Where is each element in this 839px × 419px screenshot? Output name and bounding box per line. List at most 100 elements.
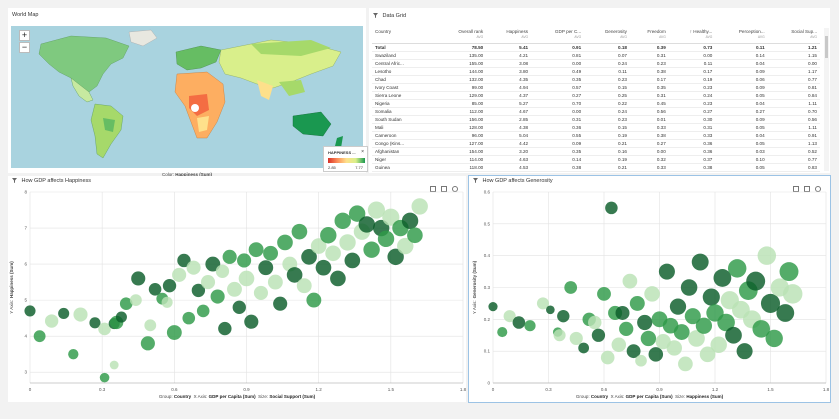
scatter-point[interactable] [334, 212, 351, 230]
scatter-point[interactable] [177, 253, 191, 268]
scatter-point[interactable] [218, 321, 232, 336]
scatter-point[interactable] [746, 271, 766, 291]
scatter-point[interactable] [363, 241, 380, 258]
table-row[interactable]: Somalia 112.00 4.67 0.00 0.24 0.56 0.27 0.27 0.7… [372, 107, 820, 116]
scatter-point[interactable] [658, 263, 675, 280]
column-header[interactable]: Generosity AVG [584, 27, 630, 44]
scatter-point[interactable] [757, 246, 777, 265]
column-header[interactable]: ↑ Healthy... AVG [668, 27, 716, 44]
scatter-point[interactable] [320, 227, 337, 244]
scatter-point[interactable] [24, 305, 36, 317]
scatter-point[interactable] [644, 286, 660, 302]
scatter-point[interactable] [166, 325, 182, 340]
scatter-point[interactable] [557, 309, 570, 323]
table-row[interactable]: Central Afric... 155.00 3.08 0.00 0.24 0.23 0.… [372, 59, 820, 68]
refresh-icon[interactable] [815, 186, 821, 192]
filter-icon[interactable] [12, 178, 17, 183]
scatter-point[interactable] [760, 293, 781, 313]
scatter-point[interactable] [411, 198, 428, 215]
scrollbar-thumb[interactable] [825, 36, 828, 58]
world-map[interactable]: + − Leaflet | © Op [11, 26, 363, 168]
scatter-point[interactable] [205, 256, 221, 272]
scatter-point[interactable] [33, 330, 46, 343]
scatter-point[interactable] [277, 234, 293, 251]
scatter-point[interactable] [263, 245, 278, 261]
scatter-point[interactable] [655, 334, 671, 350]
scatter-point[interactable] [161, 296, 173, 308]
scatter-point[interactable] [695, 317, 713, 334]
scatter-point[interactable] [497, 327, 508, 338]
table-row[interactable]: Afghanistan 154.00 3.20 0.35 0.16 0.00 0.36 0.0… [372, 147, 820, 156]
scatter-point[interactable] [144, 319, 157, 332]
export-icon[interactable] [793, 186, 799, 192]
gdp-happiness-scatter[interactable]: 0 0.3 0.6 0.9 1.2 1.5 1.8 3 4 5 6 7 8 Y Axis: Happines… [8, 176, 466, 402]
scatter-point[interactable] [162, 279, 177, 293]
scatter-point[interactable] [765, 329, 783, 348]
scatter-point[interactable] [358, 216, 375, 233]
expand-icon[interactable] [441, 186, 447, 192]
table-row[interactable]: Lesotho 144.00 3.80 0.49 0.11 0.38 0.17 0.09 1.1… [372, 67, 820, 76]
scatter-point[interactable] [68, 349, 79, 360]
scatter-point[interactable] [248, 242, 264, 258]
scatter-point[interactable] [44, 314, 59, 328]
scatter-point[interactable] [578, 342, 590, 354]
scatter-point[interactable] [666, 340, 682, 356]
filter-icon[interactable] [373, 13, 378, 18]
scatter-point[interactable] [629, 295, 645, 311]
scatter-point[interactable] [115, 311, 127, 323]
scatter-point[interactable] [611, 337, 627, 353]
scatter-point[interactable] [291, 223, 308, 240]
scatter-point[interactable] [339, 234, 356, 251]
scatter-point[interactable] [669, 298, 687, 315]
scatter-point[interactable] [597, 286, 611, 301]
table-row[interactable]: Ivory Coast 99.00 4.94 0.57 0.15 0.35 0.23 0.09… [372, 83, 820, 92]
scatter-point[interactable] [536, 297, 549, 310]
scatter-point[interactable] [222, 249, 237, 264]
scatter-point[interactable] [273, 296, 288, 311]
filter-icon[interactable] [473, 178, 478, 183]
scatter-point[interactable] [267, 274, 283, 290]
scatter-point[interactable] [119, 297, 133, 311]
export-icon[interactable] [430, 186, 436, 192]
scatter-point[interactable] [210, 289, 225, 304]
scatter-point[interactable] [782, 284, 803, 304]
scatter-point[interactable] [591, 328, 606, 342]
scatter-point[interactable] [546, 305, 555, 315]
scatter-point[interactable] [301, 249, 317, 265]
table-row[interactable]: Guinea 118.00 4.53 0.38 0.21 0.33 0.38 0.05 0.83 [372, 163, 820, 172]
scatter-point[interactable] [637, 314, 653, 331]
scatter-point[interactable] [407, 227, 423, 244]
scatter-point[interactable] [688, 330, 705, 347]
scatter-point[interactable] [172, 267, 187, 282]
table-row[interactable]: Niger 114.00 4.63 0.14 0.19 0.32 0.37 0.10 0.77 [372, 155, 820, 164]
scatter-point[interactable] [640, 330, 657, 347]
column-header[interactable]: Country [372, 27, 436, 44]
scatter-point[interactable] [253, 285, 268, 300]
scatter-point[interactable] [325, 245, 341, 262]
scatter-point[interactable] [710, 336, 727, 354]
column-header[interactable]: Perception... AVG [715, 27, 768, 44]
scatter-point[interactable] [622, 273, 638, 289]
table-row[interactable]: Congo (Kins... 127.00 4.42 0.09 0.21 0.27 0.36… [372, 139, 820, 148]
table-row[interactable]: Cameroon 96.00 5.04 0.55 0.19 0.38 0.33 0.04 0.9… [372, 131, 820, 140]
scatter-point[interactable] [238, 270, 255, 287]
scatter-point[interactable] [524, 320, 536, 332]
table-row[interactable]: Mali 128.00 4.38 0.36 0.15 0.33 0.31 0.05 1.11 [372, 123, 820, 132]
scatter-point[interactable] [702, 288, 720, 306]
scatter-point[interactable] [605, 201, 618, 215]
scatter-point[interactable] [684, 308, 701, 325]
scatter-point[interactable] [330, 270, 346, 287]
scatter-point[interactable] [98, 322, 111, 336]
scatter-point[interactable] [503, 310, 516, 323]
column-header[interactable]: Overall rank AVG [435, 27, 487, 44]
scatter-point[interactable] [191, 283, 206, 298]
column-header[interactable]: Happiness AVG [486, 27, 532, 44]
scatter-point[interactable] [512, 316, 526, 329]
scatter-point[interactable] [215, 264, 230, 278]
scatter-point[interactable] [387, 248, 404, 266]
scatter-point[interactable] [344, 252, 361, 269]
scatter-point[interactable] [691, 253, 709, 271]
scatter-point[interactable] [182, 311, 196, 325]
scatter-point[interactable] [186, 260, 201, 275]
scatter-point[interactable] [776, 304, 795, 322]
